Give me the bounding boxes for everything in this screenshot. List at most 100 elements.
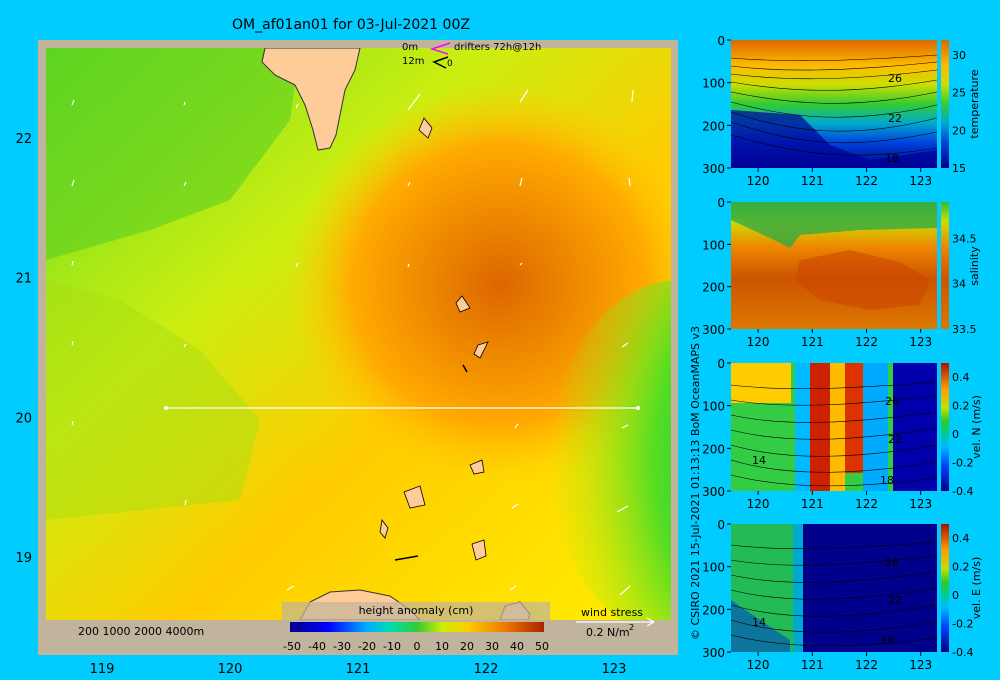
section-y-tick-label: 300	[702, 162, 725, 176]
section-x-tick-label: 120	[747, 497, 770, 511]
drifter-legend: 0m drifters 72h@12h 12m 0	[402, 42, 541, 69]
colorbar-title: height anomaly (cm)	[359, 604, 474, 617]
island-1	[418, 117, 433, 139]
section-y-tick-label: 100	[702, 400, 725, 414]
map-x-tick-labels: 119 120 121 122 123	[90, 662, 627, 677]
map-y-tick-label: 19	[15, 551, 32, 566]
section-y-tick-label: 200	[702, 281, 725, 295]
section-x-tick-label: 123	[909, 174, 932, 188]
island-6	[379, 519, 389, 539]
temperature-deep-blue	[731, 110, 937, 168]
section-y-tick-label: 0	[717, 34, 725, 48]
vele-contour-26: 26	[885, 556, 899, 569]
section-colorbar-tick-label: 0.4	[952, 371, 970, 384]
drifter-track-1	[394, 555, 419, 561]
colorbar-tick-label: 10	[435, 640, 449, 653]
section-y-tick-label: 100	[702, 238, 725, 252]
drifter-legend-label: drifters 72h@12h	[454, 42, 541, 53]
section-colorbar-tick-label: 0	[952, 589, 959, 602]
temperature-panel: 26 22 18 temperature	[730, 40, 981, 168]
map-y-tick-label: 20	[15, 411, 32, 426]
veln-contour-18: 18	[880, 474, 894, 487]
colorbar-tick-label: 0	[414, 640, 421, 653]
colorbar-tick-label: 30	[485, 640, 499, 653]
section-colorbar-tick-label: 0.2	[952, 400, 970, 413]
section-x-tick-label: 123	[909, 658, 932, 672]
temperature-colorbar	[941, 40, 949, 168]
colorbar-tick-label: -20	[358, 640, 376, 653]
veln-band-1	[731, 363, 791, 403]
section-line-end	[636, 406, 640, 410]
cold-eddy	[550, 280, 671, 620]
wind-legend: wind stress 0.2 N/m 2	[576, 606, 655, 639]
temperature-colorbar-label: temperature	[968, 69, 981, 138]
island-3	[473, 341, 489, 359]
salinity-fresh-layer	[731, 202, 937, 248]
section-y-tick-label: 100	[702, 561, 725, 575]
vele-colorbar	[941, 524, 949, 652]
wind-legend-scale: 0.2 N/m	[586, 626, 630, 639]
section-x-tick-label: 121	[801, 658, 824, 672]
section-colorbar-tick-label: -0.4	[952, 485, 973, 498]
height-colorbar: height anomaly (cm) -50 -40 -30 -20 -10 0 10 20…	[282, 602, 550, 654]
figure-title: OM_af01an01 for 03-Jul-2021 00Z	[232, 17, 470, 33]
vele-contour-14: 14	[752, 616, 766, 629]
depth-contour-legend: 200 1000 2000 4000m	[78, 625, 204, 638]
veln-contours	[730, 381, 938, 487]
veln-band-4	[830, 363, 845, 491]
vele-contours	[730, 541, 938, 647]
map-y-tick-label: 22	[15, 132, 32, 147]
section-colorbar-tick-label: 30	[952, 49, 966, 62]
map-x-tick-label: 119	[90, 662, 115, 677]
salinity-panel: salinity	[731, 202, 981, 329]
section-y-tick-label: 200	[702, 119, 725, 133]
island-4	[469, 459, 485, 475]
land-taiwan	[261, 48, 361, 151]
island-7	[471, 539, 487, 561]
vele-colorbar-label: vel. E (m/s)	[970, 557, 983, 620]
island-5	[403, 485, 426, 509]
section-colorbar-tick-label: 0.4	[952, 532, 970, 545]
colorbar-tick-label: 40	[510, 640, 524, 653]
island-2	[455, 295, 471, 313]
section-y-tick-label: 200	[702, 603, 725, 617]
wind-legend-arrowhead	[646, 617, 655, 627]
section-y-tick-label: 100	[702, 77, 725, 91]
drifter-track-2	[462, 364, 468, 373]
vele-contour-22: 22	[888, 594, 902, 607]
veln-colorbar	[941, 363, 949, 491]
map-x-tick-label: 122	[474, 662, 499, 677]
section-x-tick-label: 123	[909, 335, 932, 349]
map-x-tick-label: 123	[602, 662, 627, 677]
veln-contour-22: 22	[888, 433, 902, 446]
section-x-tick-label: 120	[747, 174, 770, 188]
temperature-contours	[730, 54, 938, 156]
temperature-contour-18: 18	[885, 152, 899, 165]
credit-text: © CSIRO 2021 15-Jul-2021 01:13:13 BoM Oc…	[689, 326, 702, 640]
colorbar-tick-label: -10	[383, 640, 401, 653]
vele-contour-18: 18	[880, 634, 894, 647]
section-colorbar-tick-label: 34	[952, 278, 966, 291]
map-y-tick-labels: 19 20 21 22	[15, 132, 32, 566]
section-y-tick-label: 300	[702, 646, 725, 660]
colorbar-tick-label: 20	[460, 640, 474, 653]
veln-colorbar-label: vel. N (m/s)	[970, 395, 983, 459]
salinity-high-core	[795, 250, 930, 310]
map-x-tick-label: 120	[218, 662, 243, 677]
colorbar-ramp	[290, 622, 544, 632]
section-x-tick-label: 121	[801, 335, 824, 349]
drifter-0m-label: 0m	[402, 42, 418, 53]
wind-arrows	[71, 89, 634, 596]
section-colorbar-tick-label: -0.4	[952, 646, 973, 659]
section-x-tick-label: 122	[855, 658, 878, 672]
colorbar-tick-label: -30	[333, 640, 351, 653]
veln-band-3	[810, 363, 830, 491]
section-colorbar-tick-label: -0.2	[952, 457, 973, 470]
map-panel: 0m drifters 72h@12h 12m 0 200 1000 2000 …	[15, 40, 678, 677]
section-y-tick-label: 300	[702, 485, 725, 499]
map-y-tick-label: 21	[15, 272, 32, 287]
vele-panel: 26 22 18 14 vel. E (m/s)	[730, 524, 983, 652]
section-line-start	[164, 406, 168, 410]
